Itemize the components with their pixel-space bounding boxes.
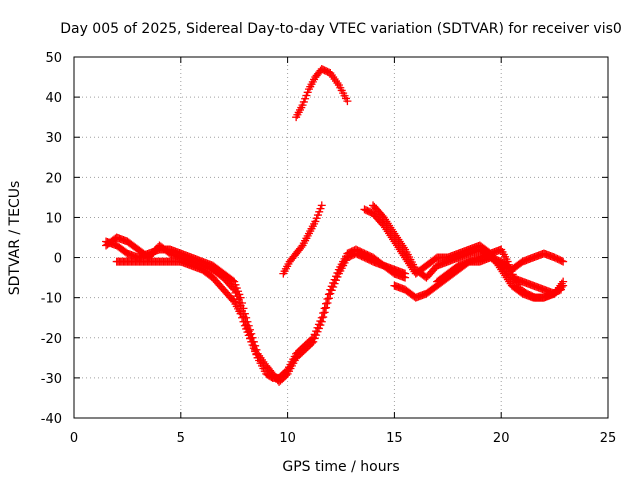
data-series: [279, 201, 326, 278]
chart-title: Day 005 of 2025, Sidereal Day-to-day VTE…: [60, 21, 622, 37]
data-series: [433, 245, 566, 302]
x-tick-label: 5: [177, 431, 185, 446]
data-point: [313, 327, 322, 336]
data-point: [329, 282, 338, 291]
data-point: [310, 334, 319, 343]
data-point: [387, 225, 396, 234]
y-tick-label: 40: [45, 91, 62, 106]
data-point: [329, 73, 338, 82]
data-point: [381, 215, 390, 224]
data-point: [253, 353, 262, 362]
data-point: [322, 303, 331, 312]
data-series: [292, 65, 352, 122]
data-point: [297, 243, 306, 252]
data-point: [317, 317, 326, 326]
data-point: [379, 213, 388, 222]
x-tick-label: 15: [386, 431, 403, 446]
data-point: [312, 331, 321, 340]
axis-ticks: 0 5 10 15 20 25 -40 -30 -20 -10 0 10 20 30 40 50: [41, 51, 617, 446]
data-point: [389, 227, 398, 236]
x-tick-label: 0: [70, 431, 78, 446]
data-point: [327, 71, 336, 80]
data-point: [397, 239, 406, 248]
data-point: [326, 289, 335, 298]
x-tick-label: 10: [279, 431, 296, 446]
data-point: [323, 299, 332, 308]
data-point: [317, 201, 326, 210]
y-tick-label: -30: [41, 372, 62, 387]
data-point: [559, 281, 568, 290]
data-point: [239, 317, 248, 326]
data-series: [112, 257, 262, 362]
data-point: [238, 299, 247, 308]
data-point: [320, 308, 329, 317]
y-tick-label: 20: [45, 171, 62, 186]
data-point: [505, 277, 514, 286]
data-point: [259, 357, 268, 366]
data-point: [309, 337, 318, 346]
x-tick-label: 20: [493, 431, 510, 446]
y-tick-label: -10: [41, 292, 62, 307]
data-point: [327, 286, 336, 295]
data-point: [333, 79, 342, 88]
data-point: [393, 233, 402, 242]
data-point: [314, 324, 323, 333]
plot-frame: [73, 56, 609, 419]
data-point: [385, 221, 394, 230]
data-point: [343, 97, 352, 106]
data-point: [330, 279, 339, 288]
data-point: [559, 257, 568, 266]
data-point: [401, 273, 410, 282]
data-point: [282, 371, 291, 380]
data-point: [330, 75, 339, 84]
y-tick-label: 50: [45, 51, 62, 66]
data-point: [386, 223, 395, 232]
data-point: [326, 69, 335, 78]
data-point: [333, 272, 342, 281]
y-tick-label: -40: [41, 412, 62, 427]
x-axis-title: GPS time / hours: [282, 459, 399, 475]
data-point: [383, 219, 392, 228]
y-tick-label: 10: [45, 211, 62, 226]
data-point: [316, 321, 325, 330]
data-point: [557, 256, 566, 265]
data-point: [307, 339, 316, 348]
x-tick-label: 25: [600, 431, 617, 446]
data-point: [398, 249, 407, 258]
data-point: [555, 286, 564, 295]
data-point: [394, 235, 403, 244]
data-point: [391, 231, 400, 240]
data-point: [319, 313, 328, 322]
data-point: [557, 285, 566, 294]
data-point: [382, 217, 391, 226]
y-tick-label: -20: [41, 332, 62, 347]
data-point: [390, 229, 399, 238]
data-point: [228, 276, 237, 285]
data-point: [236, 293, 245, 302]
data-point: [332, 77, 341, 86]
data-point: [395, 237, 404, 246]
data-point: [257, 355, 266, 364]
data-point: [398, 241, 407, 250]
y-axis-title: SDTVAR / TECUs: [7, 181, 23, 296]
data-point: [332, 276, 341, 285]
y-tick-label: 0: [54, 252, 62, 267]
data-point: [399, 243, 408, 252]
data-point: [236, 309, 245, 318]
data-points: [102, 65, 568, 386]
y-tick-label: 30: [45, 131, 62, 146]
data-point: [324, 294, 333, 303]
data-point: [238, 313, 247, 322]
